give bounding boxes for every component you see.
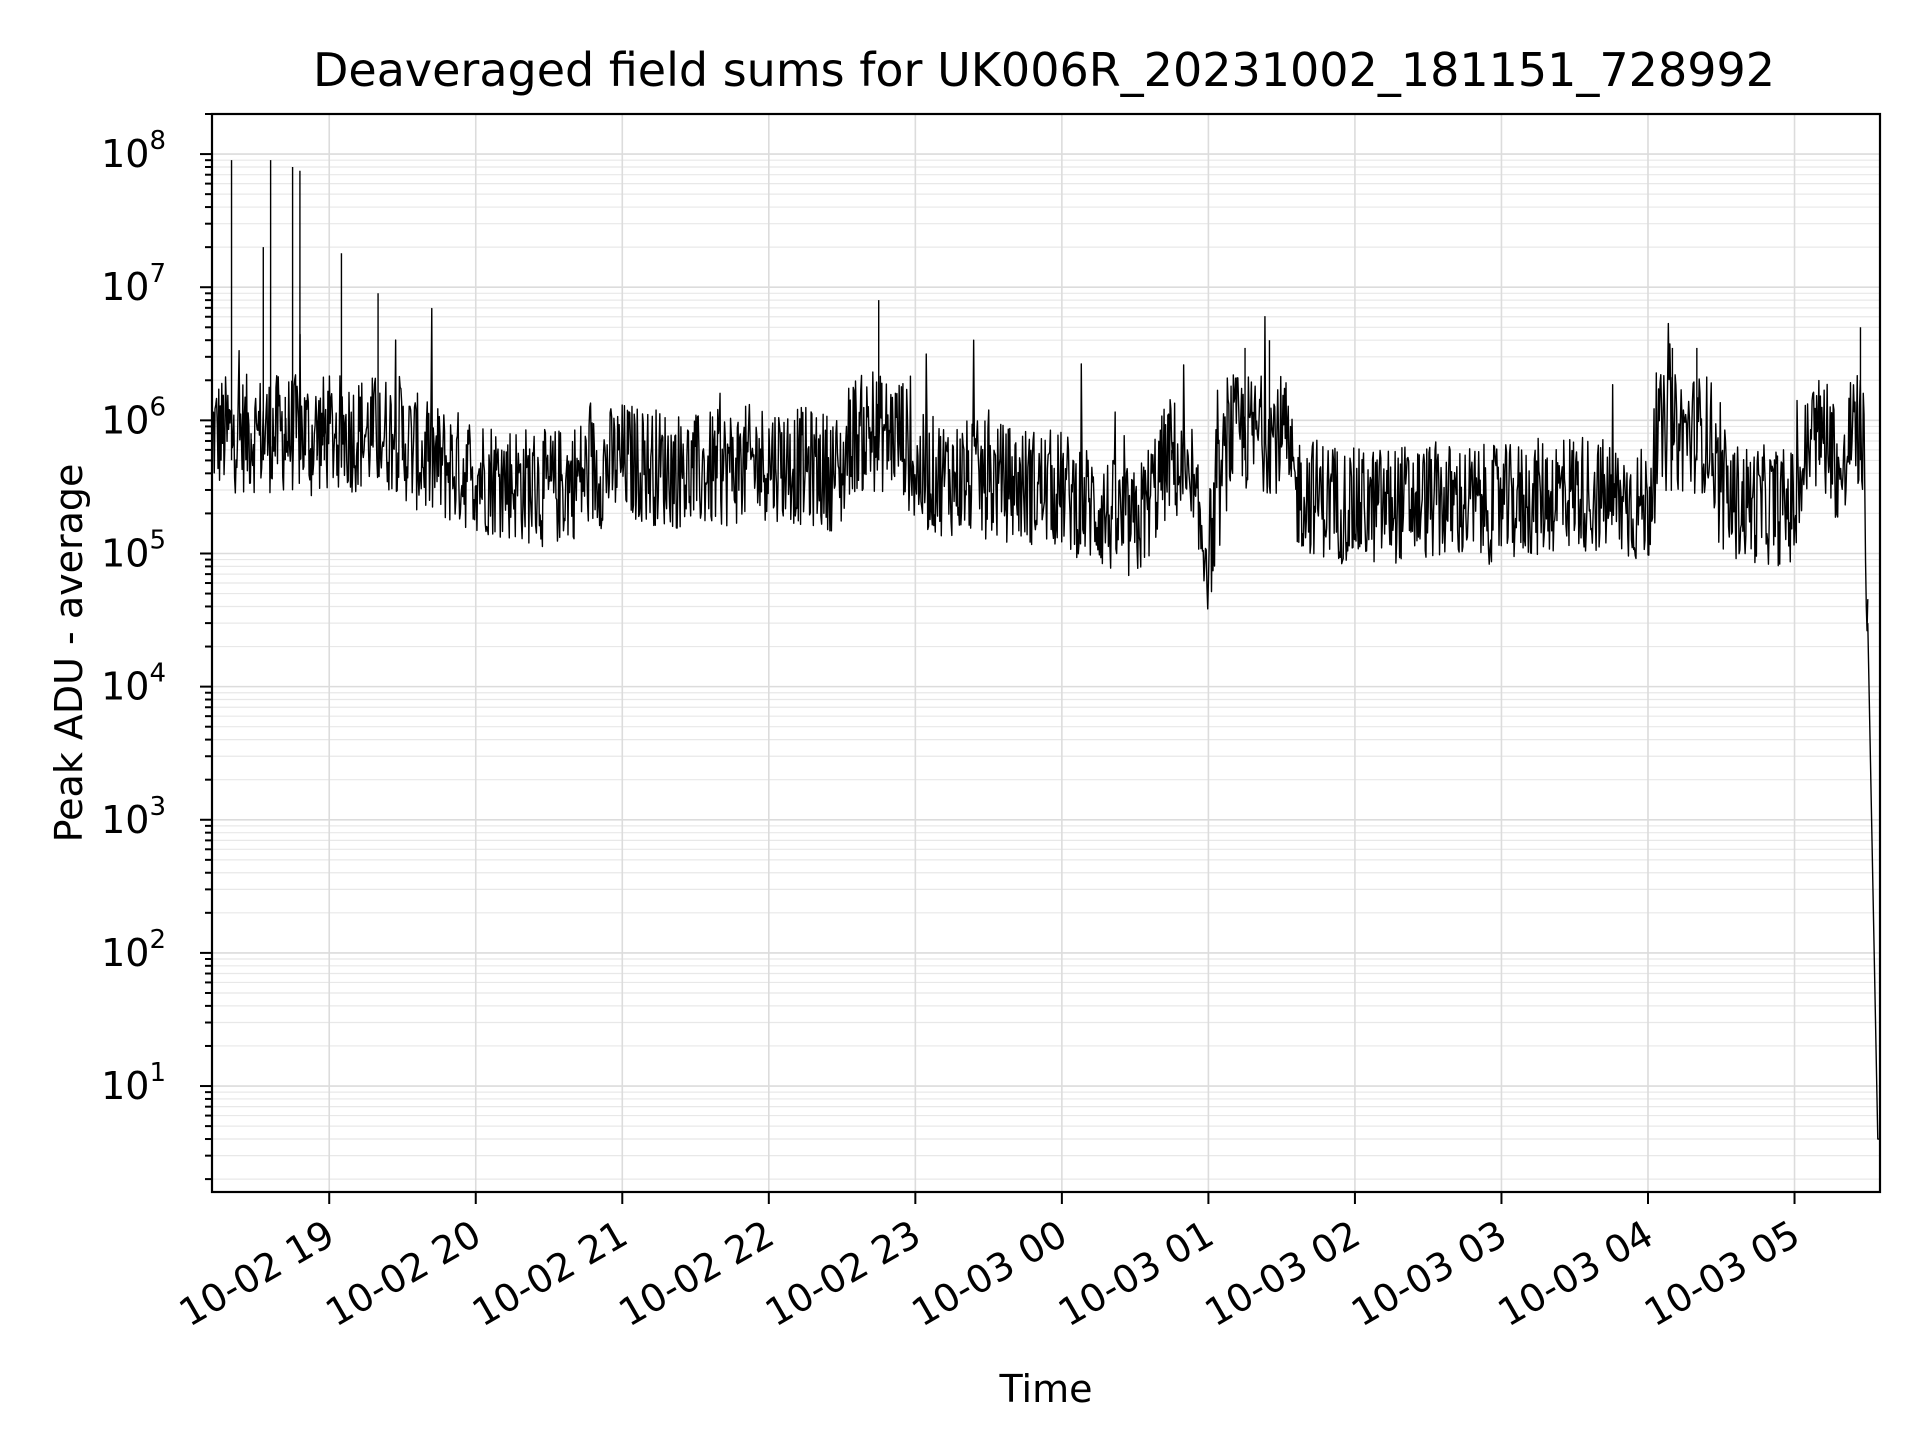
x-tick-label: 10-03 01	[1051, 1212, 1221, 1336]
chart-title: Deaveraged field sums for UK006R_2023100…	[313, 43, 1775, 97]
x-tick-label: 10-02 22	[611, 1212, 781, 1336]
y-tick-label: 106	[101, 392, 166, 442]
y-tick-label: 108	[101, 126, 166, 176]
series-line-background	[211, 307, 1869, 632]
y-tick-label: 103	[101, 792, 166, 842]
y-tick-label: 102	[101, 925, 166, 975]
y-tick-label: 104	[101, 659, 166, 709]
series-line-drop	[1867, 623, 1880, 1140]
x-tick-label: 10-03 04	[1491, 1212, 1661, 1336]
y-axis: 101 102 103 104 105 106 107 108	[101, 113, 212, 1181]
x-tick-label: 10-02 19	[172, 1212, 342, 1336]
x-tick-label: 10-03 03	[1344, 1212, 1514, 1336]
x-tick-label: 10-02 20	[318, 1212, 488, 1336]
y-axis-label: Peak ADU - average	[47, 464, 91, 843]
x-tick-label: 10-03 05	[1637, 1212, 1807, 1336]
grid	[212, 113, 1880, 1192]
x-tick-label: 10-03 02	[1197, 1212, 1367, 1336]
x-tick-label: 10-02 21	[465, 1212, 635, 1336]
plot-frame	[210, 112, 1882, 1194]
y-tick-label: 101	[101, 1058, 166, 1108]
y-tick-label: 105	[101, 525, 166, 575]
series-area	[211, 160, 1880, 1140]
y-tick-label: 107	[101, 259, 166, 309]
x-axis-label: Time	[999, 1367, 1093, 1411]
x-tick-label: 10-02 23	[758, 1212, 928, 1336]
x-tick-label: 10-03 00	[904, 1212, 1074, 1336]
